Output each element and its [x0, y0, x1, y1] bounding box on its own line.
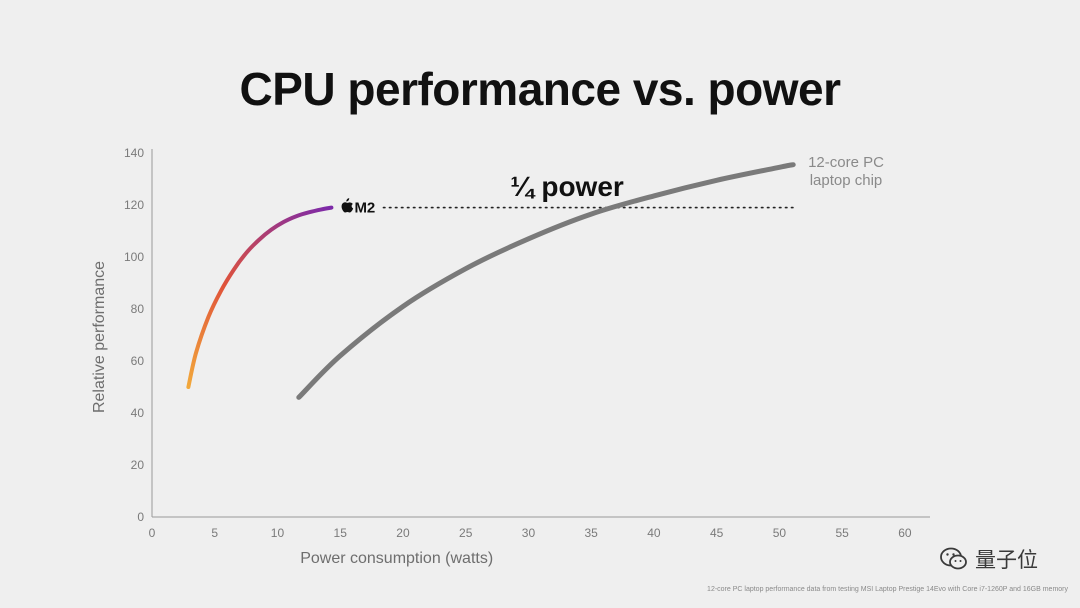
- y-tick-label: 80: [131, 302, 145, 316]
- x-tick-label: 55: [835, 526, 849, 540]
- y-tick-label: 20: [131, 458, 145, 472]
- pc-chip-label-line: 12-core PC: [808, 154, 884, 171]
- pc-chip-series-label: 12-core PC laptop chip: [808, 154, 884, 189]
- m2-label-group: M2: [341, 198, 375, 217]
- quarter-power-annotation: ¼ power: [510, 171, 624, 202]
- x-tick-label: 25: [459, 526, 473, 540]
- x-tick-label: 45: [710, 526, 724, 540]
- watermark-text: 量子位: [975, 549, 1038, 572]
- x-tick-label: 30: [522, 526, 536, 540]
- x-tick-label: 10: [271, 526, 285, 540]
- watermark: 量子位: [939, 544, 1038, 574]
- y-tick-label: 60: [131, 354, 145, 368]
- axes: [151, 149, 930, 518]
- x-tick-label: 60: [898, 526, 912, 540]
- wechat-icon: [940, 547, 967, 570]
- x-tick-label: 40: [647, 526, 661, 540]
- y-tick-label: 120: [124, 198, 144, 212]
- pc-chip-series-line: [296, 162, 796, 400]
- y-tick-labels: 0 20 40 60 80 100 120 140: [124, 146, 144, 524]
- y-tick-label: 100: [124, 250, 144, 264]
- x-tick-labels: 0 5 10 15 20 25 30 35 40 45 50 55 60: [149, 526, 912, 540]
- pc-chip-label-line: laptop chip: [810, 172, 883, 189]
- y-axis-title: Relative performance: [91, 261, 108, 413]
- x-tick-label: 50: [773, 526, 787, 540]
- apple-logo-icon: [341, 198, 354, 213]
- x-tick-label: 0: [149, 526, 156, 540]
- m2-series-label: M2: [354, 200, 375, 217]
- chart-title: CPU performance vs. power: [239, 63, 841, 115]
- x-tick-label: 35: [585, 526, 599, 540]
- y-tick-label: 0: [137, 510, 144, 524]
- m2-series-line: [186, 205, 334, 389]
- x-tick-label: 15: [334, 526, 348, 540]
- x-tick-label: 20: [396, 526, 410, 540]
- x-axis-title: Power consumption (watts): [300, 550, 493, 567]
- y-tick-label: 40: [131, 406, 145, 420]
- x-tick-label: 5: [211, 526, 218, 540]
- y-tick-label: 140: [124, 146, 144, 160]
- footnote: 12-core PC laptop performance data from …: [707, 586, 1068, 593]
